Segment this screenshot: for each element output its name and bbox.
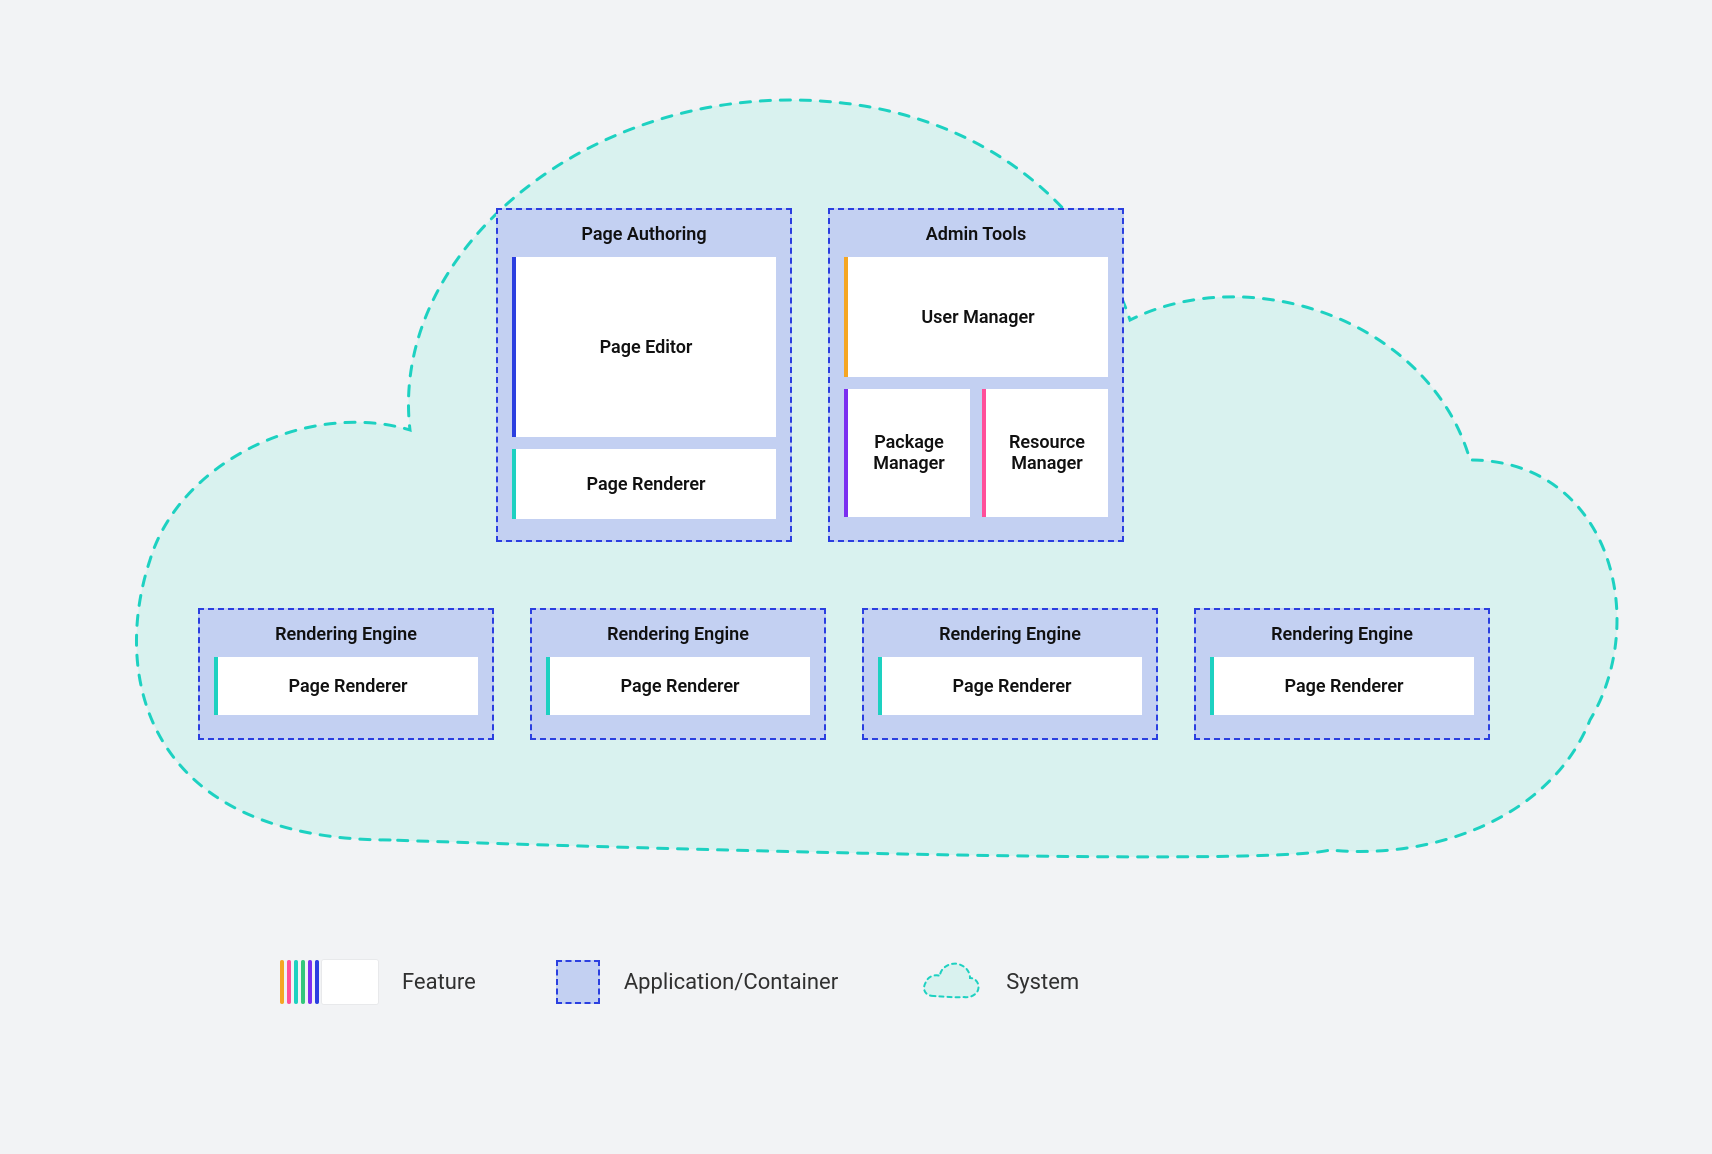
legend-system-swatch	[918, 960, 982, 1004]
container-body: User Manager Package Manager Resource Ma…	[830, 257, 1122, 531]
container-page-authoring: Page Authoring Page Editor Page Renderer	[496, 208, 792, 542]
container-body: Page Renderer	[1196, 657, 1488, 729]
feature-page-renderer: Page Renderer	[1210, 657, 1474, 715]
feature-page-renderer: Page Renderer	[214, 657, 478, 715]
legend-item-container: Application/Container	[556, 960, 838, 1004]
container-rendering-engine: Rendering Engine Page Renderer	[1194, 608, 1490, 740]
feature-resource-manager: Resource Manager	[982, 389, 1108, 517]
feature-page-renderer: Page Renderer	[512, 449, 776, 519]
legend-container-swatch	[556, 960, 600, 1004]
legend-label: System	[1006, 970, 1079, 995]
container-rendering-engine: Rendering Engine Page Renderer	[198, 608, 494, 740]
legend-label: Feature	[402, 970, 476, 995]
container-rendering-engine: Rendering Engine Page Renderer	[862, 608, 1158, 740]
legend: Feature Application/Container System	[280, 960, 1079, 1004]
container-title: Rendering Engine	[1196, 610, 1488, 657]
diagram-canvas: Page Authoring Page Editor Page Renderer…	[0, 0, 1712, 1154]
container-body: Page Editor Page Renderer	[498, 257, 790, 533]
feature-row: Package Manager Resource Manager	[844, 389, 1108, 517]
container-title: Rendering Engine	[864, 610, 1156, 657]
feature-page-renderer: Page Renderer	[878, 657, 1142, 715]
feature-user-manager: User Manager	[844, 257, 1108, 377]
legend-feature-box	[322, 960, 378, 1004]
container-title: Page Authoring	[498, 210, 790, 257]
feature-package-manager: Package Manager	[844, 389, 970, 517]
container-title: Rendering Engine	[532, 610, 824, 657]
container-admin-tools: Admin Tools User Manager Package Manager…	[828, 208, 1124, 542]
legend-item-feature: Feature	[280, 960, 476, 1004]
container-body: Page Renderer	[864, 657, 1156, 729]
legend-feature-swatch	[280, 960, 378, 1004]
feature-page-renderer: Page Renderer	[546, 657, 810, 715]
container-title: Rendering Engine	[200, 610, 492, 657]
legend-item-system: System	[918, 960, 1079, 1004]
legend-label: Application/Container	[624, 970, 838, 995]
container-rendering-engine: Rendering Engine Page Renderer	[530, 608, 826, 740]
container-body: Page Renderer	[200, 657, 492, 729]
feature-page-editor: Page Editor	[512, 257, 776, 437]
container-body: Page Renderer	[532, 657, 824, 729]
container-title: Admin Tools	[830, 210, 1122, 257]
